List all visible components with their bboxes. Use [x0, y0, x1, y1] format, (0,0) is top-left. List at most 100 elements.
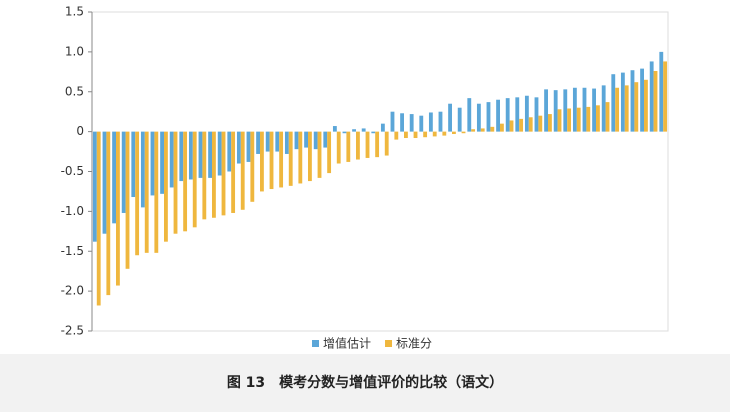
bar — [553, 90, 558, 132]
bar — [96, 131, 101, 306]
bar — [452, 131, 456, 135]
bar — [365, 131, 370, 158]
bar — [294, 131, 299, 150]
bar — [432, 131, 437, 137]
bar — [423, 131, 428, 138]
bar — [356, 131, 360, 160]
bar — [313, 131, 318, 150]
bar — [634, 82, 639, 132]
bar — [659, 51, 664, 132]
legend-label: 标准分 — [396, 337, 432, 351]
bar — [323, 131, 328, 148]
bar — [265, 131, 270, 152]
bar — [288, 131, 293, 186]
bar — [208, 131, 212, 178]
bar — [404, 131, 408, 139]
bar — [490, 126, 495, 132]
bar — [269, 131, 274, 190]
bar — [515, 97, 520, 132]
bar — [116, 131, 120, 286]
y-tick-label: -2.0 — [61, 284, 84, 298]
y-tick-label: 0 — [76, 124, 84, 138]
bar — [601, 85, 606, 132]
bar — [509, 120, 514, 132]
legend-swatch — [312, 340, 319, 347]
y-tick-label: 0.5 — [65, 84, 84, 98]
bar — [179, 131, 184, 182]
bar — [92, 131, 97, 242]
plot-frame — [91, 11, 669, 332]
bar — [476, 103, 481, 132]
bar — [640, 68, 644, 132]
bar — [419, 115, 424, 132]
bar — [102, 131, 107, 234]
y-tick-label: -1.0 — [61, 204, 84, 218]
bar — [332, 126, 337, 132]
bar — [260, 131, 264, 192]
y-tick-label: 1.0 — [65, 44, 84, 58]
caption: 图 13 模考分数与增值评价的比较（语文） — [227, 374, 503, 391]
bar — [582, 87, 587, 132]
bar — [192, 131, 197, 228]
y-tick-label: -0.5 — [61, 164, 84, 178]
bar — [471, 129, 476, 132]
bar — [169, 131, 174, 188]
bar — [240, 131, 245, 210]
bar — [352, 129, 356, 132]
bar — [256, 131, 260, 154]
bar — [106, 131, 111, 296]
bar — [284, 131, 289, 154]
bar — [649, 61, 654, 132]
bar — [644, 79, 648, 132]
bar — [620, 72, 625, 132]
bar — [154, 131, 159, 253]
bar — [135, 131, 140, 256]
bar — [653, 71, 658, 132]
y-tick-label: -2.5 — [61, 324, 84, 338]
bar — [467, 98, 472, 132]
bar — [125, 131, 130, 269]
bar — [442, 131, 447, 136]
bar — [615, 87, 620, 132]
bar — [361, 128, 366, 132]
bar — [188, 131, 193, 180]
bar — [534, 97, 539, 132]
bar — [342, 131, 347, 134]
bar — [486, 102, 491, 132]
bar — [217, 131, 222, 176]
bar — [144, 131, 149, 253]
bar — [160, 131, 164, 194]
bar — [131, 131, 136, 198]
bar — [400, 113, 404, 132]
bar — [528, 117, 533, 132]
bar — [236, 131, 241, 164]
bar — [298, 131, 303, 184]
bar — [630, 70, 635, 132]
bar — [227, 131, 232, 172]
bar — [231, 131, 236, 213]
bar — [317, 131, 322, 178]
bar — [563, 89, 568, 132]
bar — [371, 131, 376, 134]
bar — [428, 112, 433, 132]
bar — [557, 109, 562, 132]
bar — [413, 131, 418, 139]
bar — [596, 105, 600, 132]
bar — [605, 102, 610, 132]
bar — [457, 107, 462, 132]
bar — [279, 131, 284, 188]
bar — [246, 131, 251, 162]
bar — [480, 128, 485, 132]
bar — [461, 131, 466, 134]
bar — [524, 95, 529, 132]
bar — [304, 131, 308, 148]
bar — [212, 131, 216, 218]
bar — [183, 131, 188, 232]
bar — [519, 118, 524, 132]
bar — [380, 123, 385, 132]
bar — [500, 123, 504, 132]
bar — [221, 131, 226, 216]
bar — [173, 131, 178, 234]
bar — [375, 131, 380, 158]
